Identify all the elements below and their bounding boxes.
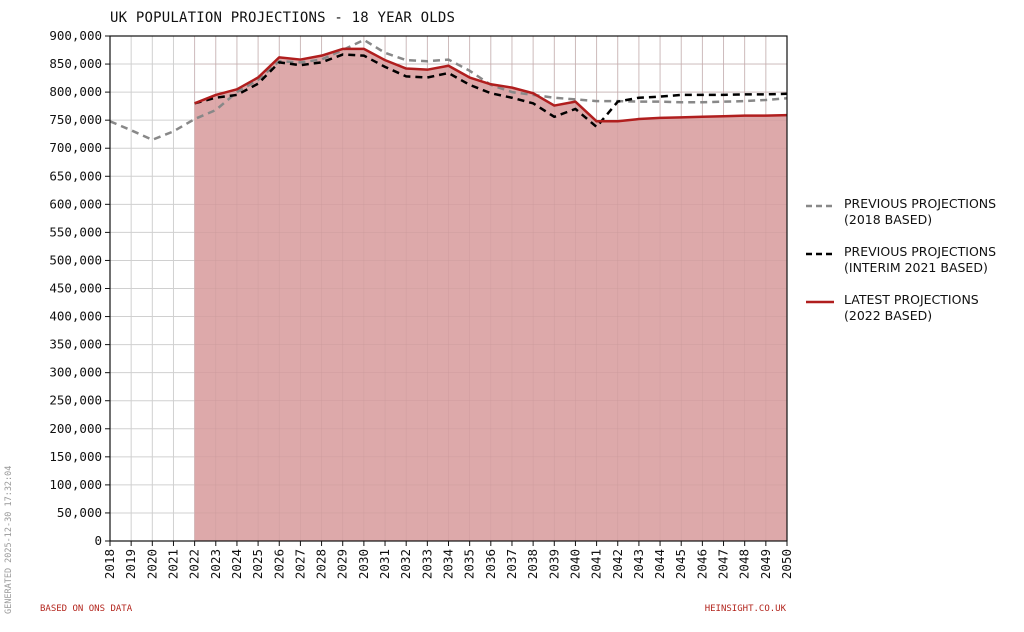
- x-tick-label: 2026: [271, 549, 286, 579]
- x-tick-label: 2030: [356, 549, 371, 579]
- legend-swatch-2022: [806, 300, 834, 304]
- x-tick-label: 2036: [483, 549, 498, 579]
- y-tick-label: 900,000: [49, 28, 102, 43]
- x-tick-label: 2024: [229, 549, 244, 579]
- y-tick-label: 300,000: [49, 365, 102, 380]
- y-tick-label: 600,000: [49, 196, 102, 211]
- x-tick-label: 2025: [250, 549, 265, 579]
- x-tick-label: 2033: [419, 549, 434, 579]
- x-tick-label: 2043: [631, 549, 646, 579]
- legend-label-2022: LATEST PROJECTIONS (2022 BASED): [844, 292, 979, 323]
- legend-item-2022: LATEST PROJECTIONS (2022 BASED): [806, 292, 1022, 324]
- x-tick-label: 2037: [504, 549, 519, 579]
- y-tick-label: 400,000: [49, 309, 102, 324]
- x-tick-label: 2018: [102, 549, 117, 579]
- y-tick-label: 450,000: [49, 281, 102, 296]
- legend-swatch-2018: [806, 204, 834, 208]
- x-tick-label: 2049: [758, 549, 773, 579]
- y-tick-label: 200,000: [49, 421, 102, 436]
- x-tick-label: 2019: [123, 549, 138, 579]
- x-tick-label: 2040: [567, 549, 582, 579]
- x-tick-label: 2039: [546, 549, 561, 579]
- legend-item-2018: PREVIOUS PROJECTIONS (2018 BASED): [806, 196, 1022, 228]
- y-tick-label: 550,000: [49, 224, 102, 239]
- x-tick-label: 2046: [694, 549, 709, 579]
- x-tick-label: 2041: [589, 549, 604, 579]
- x-tick-label: 2022: [187, 549, 202, 579]
- x-tick-label: 2047: [716, 549, 731, 579]
- x-tick-label: 2028: [314, 549, 329, 579]
- x-tick-label: 2050: [779, 549, 794, 579]
- x-tick-label: 2038: [525, 549, 540, 579]
- x-tick-label: 2021: [165, 549, 180, 579]
- x-tick-label: 2020: [144, 549, 159, 579]
- y-tick-label: 850,000: [49, 56, 102, 71]
- legend: PREVIOUS PROJECTIONS (2018 BASED) PREVIO…: [806, 196, 1022, 340]
- x-tick-label: 2027: [292, 549, 307, 579]
- y-tick-label: 250,000: [49, 393, 102, 408]
- legend-swatch-2021: [806, 252, 834, 256]
- y-tick-label: 0: [94, 533, 102, 548]
- x-tick-label: 2034: [441, 549, 456, 579]
- line-latest-2022: [194, 47, 788, 123]
- y-tick-label: 150,000: [49, 449, 102, 464]
- x-tick-label: 2042: [610, 549, 625, 579]
- generated-timestamp: GENERATED 2025-12-30 17:32:04: [4, 465, 14, 614]
- y-tick-label: 650,000: [49, 168, 102, 183]
- x-tick-label: 2045: [673, 549, 688, 579]
- legend-item-2021: PREVIOUS PROJECTIONS (INTERIM 2021 BASED…: [806, 244, 1022, 276]
- line-previous-interim-2021: [194, 53, 788, 129]
- x-tick-label: 2048: [737, 549, 752, 579]
- x-tick-label: 2035: [462, 549, 477, 579]
- site-credit: HEINSIGHT.CO.UK: [704, 604, 786, 614]
- y-tick-label: 500,000: [49, 252, 102, 267]
- y-tick-label: 700,000: [49, 140, 102, 155]
- x-tick-label: 2029: [335, 549, 350, 579]
- legend-label-2021: PREVIOUS PROJECTIONS (INTERIM 2021 BASED…: [844, 244, 997, 275]
- y-tick-label: 100,000: [49, 477, 102, 492]
- legend-label-2018: PREVIOUS PROJECTIONS (2018 BASED): [844, 196, 997, 227]
- y-tick-label: 800,000: [49, 84, 102, 99]
- y-tick-label: 50,000: [57, 505, 102, 520]
- chart-title: UK POPULATION PROJECTIONS - 18 YEAR OLDS: [110, 10, 456, 26]
- line-previous-2018: [109, 38, 788, 142]
- x-tick-label: 2031: [377, 549, 392, 579]
- x-tick-label: 2023: [208, 549, 223, 579]
- source-note: BASED ON ONS DATA: [40, 604, 133, 614]
- y-tick-label: 350,000: [49, 337, 102, 352]
- x-tick-label: 2044: [652, 549, 667, 579]
- y-tick-label: 750,000: [49, 112, 102, 127]
- x-tick-label: 2032: [398, 549, 413, 579]
